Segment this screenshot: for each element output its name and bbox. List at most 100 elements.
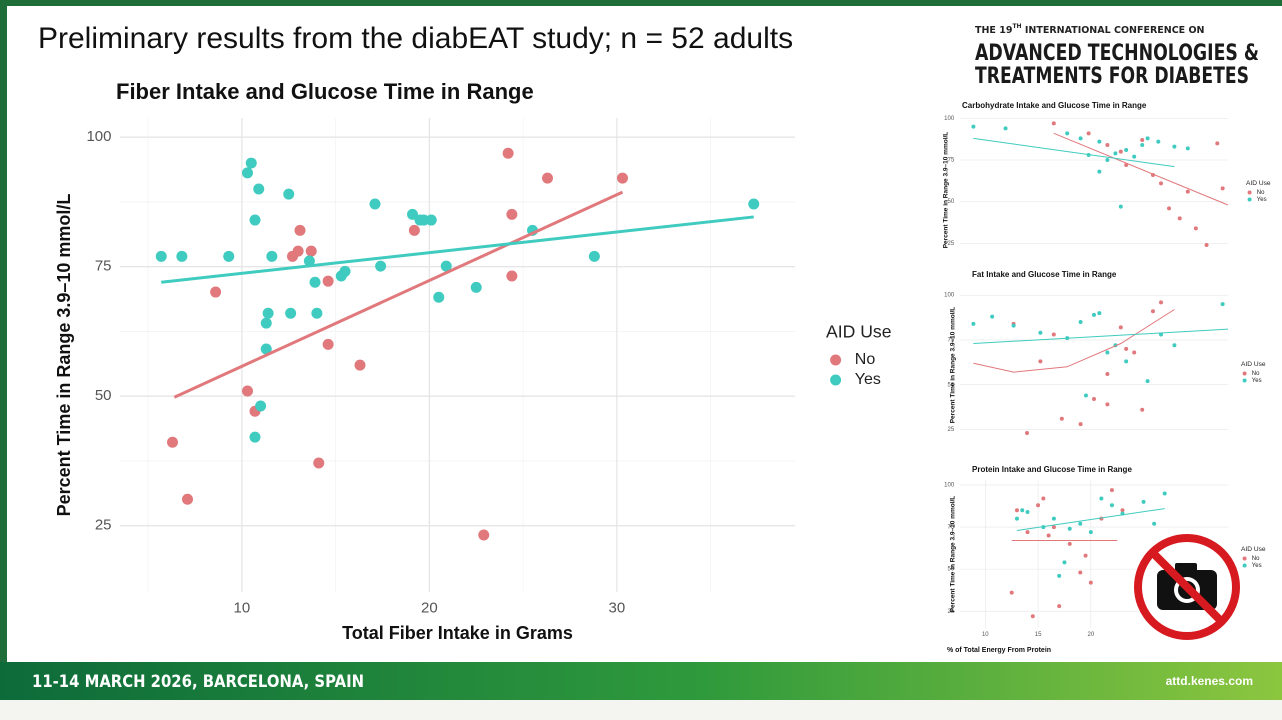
data-point (1067, 526, 1072, 531)
data-point (440, 260, 452, 272)
y-axis-label: Percent Time in Range 3.9–10 mmol/L (943, 132, 950, 249)
x-tick-label: 20 (1087, 632, 1094, 638)
y-axis-label: Percent Time in Range 3.9–10 mmol/L (950, 496, 957, 613)
data-point (311, 307, 323, 319)
slide-title: Preliminary results from the diabEAT stu… (38, 22, 793, 55)
data-point (408, 224, 420, 236)
data-point (1083, 553, 1088, 558)
trend-line (1016, 508, 1165, 531)
data-point (1113, 151, 1118, 156)
data-point (1051, 332, 1056, 337)
data-point (1059, 416, 1064, 421)
data-point (971, 321, 976, 326)
data-point (242, 167, 253, 179)
data-point (1099, 496, 1104, 501)
x-tick-label: 30 (609, 599, 626, 616)
data-point (478, 529, 490, 541)
data-point (1092, 312, 1096, 317)
footer-url: attd.kenes.com (1166, 674, 1253, 688)
data-point (242, 385, 253, 397)
trend-line (973, 328, 1229, 345)
data-point (748, 198, 760, 210)
y-tick-label: 25 (948, 609, 955, 615)
data-point (1105, 402, 1110, 407)
data-point (506, 208, 518, 220)
data-point (1105, 158, 1110, 162)
data-point (1124, 346, 1129, 351)
data-point (1097, 311, 1102, 316)
data-point (1220, 302, 1225, 307)
data-point (1140, 143, 1145, 147)
charts: 25 50 75 100 10 20 30 Fiber Intake and Glucose … (54, 79, 1271, 654)
data-point (433, 291, 445, 303)
x-axis-label: % of Total Energy From Protein (947, 647, 1051, 654)
data-point (1088, 530, 1093, 535)
chart: 25 50 75 100 Fat Intake and Glucose Time in … (944, 270, 1266, 436)
legend-title: AID Use (826, 322, 892, 342)
data-point (313, 457, 325, 469)
y-tick-label: 100 (944, 483, 955, 489)
data-point (167, 436, 178, 448)
data-point (1156, 139, 1161, 144)
data-point (1177, 216, 1182, 221)
data-point (1105, 143, 1110, 147)
chart: 25 50 75 100 10 20 30 Fiber Intake and Glucose … (54, 79, 892, 643)
data-point (1118, 325, 1123, 330)
camera-top (1175, 563, 1197, 573)
data-point (1162, 491, 1167, 496)
legend-label: Yes (1257, 197, 1267, 203)
data-point (260, 317, 272, 329)
data-point (1046, 533, 1051, 538)
data-point (1065, 131, 1070, 136)
y-tick-label: 25 (948, 241, 955, 247)
data-point (303, 255, 315, 267)
chart-title: Fat Intake and Glucose Time in Range (972, 270, 1117, 279)
x-axis-label: Total Fiber Intake in Grams (342, 623, 573, 643)
data-point (1185, 189, 1190, 194)
data-point (253, 183, 265, 195)
data-point (1067, 541, 1072, 546)
data-point (1078, 521, 1083, 526)
data-point (354, 359, 366, 371)
chart-title: Protein Intake and Glucose Time in Range (972, 465, 1132, 474)
legend-marker (1242, 378, 1247, 383)
data-point (1120, 508, 1125, 513)
legend-label: Yes (1252, 563, 1262, 569)
y-tick-label: 25 (948, 427, 955, 433)
conference-name: TREATMENTS FOR DIABETES (975, 64, 1249, 89)
data-point (1172, 144, 1177, 149)
data-point (470, 281, 482, 293)
edition-text: INTERNATIONAL CONFERENCE ON (1022, 25, 1205, 36)
data-point (309, 276, 321, 288)
data-point (1038, 359, 1043, 364)
data-point (502, 147, 514, 159)
legend-title: AID Use (1241, 546, 1266, 553)
data-point (1159, 332, 1163, 337)
x-tick-label: 15 (1035, 632, 1042, 638)
data-point (285, 307, 297, 319)
data-point (322, 338, 334, 350)
data-point (1088, 580, 1093, 585)
data-point (1078, 422, 1083, 427)
x-tick-label: 20 (421, 599, 438, 616)
data-point (249, 431, 261, 443)
data-point (990, 314, 995, 319)
data-point (322, 275, 334, 287)
y-tick-label: 50 (948, 567, 955, 573)
data-point (1009, 590, 1014, 595)
legend-label: Yes (855, 371, 881, 388)
data-point (339, 265, 351, 277)
footer-dates: 11-14 MARCH 2026, BARCELONA, SPAIN (32, 672, 364, 692)
data-point (1167, 206, 1172, 211)
data-point (542, 172, 553, 184)
data-point (249, 214, 261, 226)
data-point (1204, 243, 1209, 247)
no-photo-icon (1134, 534, 1240, 640)
legend-marker (1247, 190, 1252, 195)
data-point (1109, 503, 1114, 508)
data-point (1078, 320, 1083, 325)
data-point (1014, 516, 1019, 521)
data-point (1062, 560, 1067, 565)
trend-line (973, 137, 1175, 168)
edition-suffix: TH (1012, 23, 1021, 30)
